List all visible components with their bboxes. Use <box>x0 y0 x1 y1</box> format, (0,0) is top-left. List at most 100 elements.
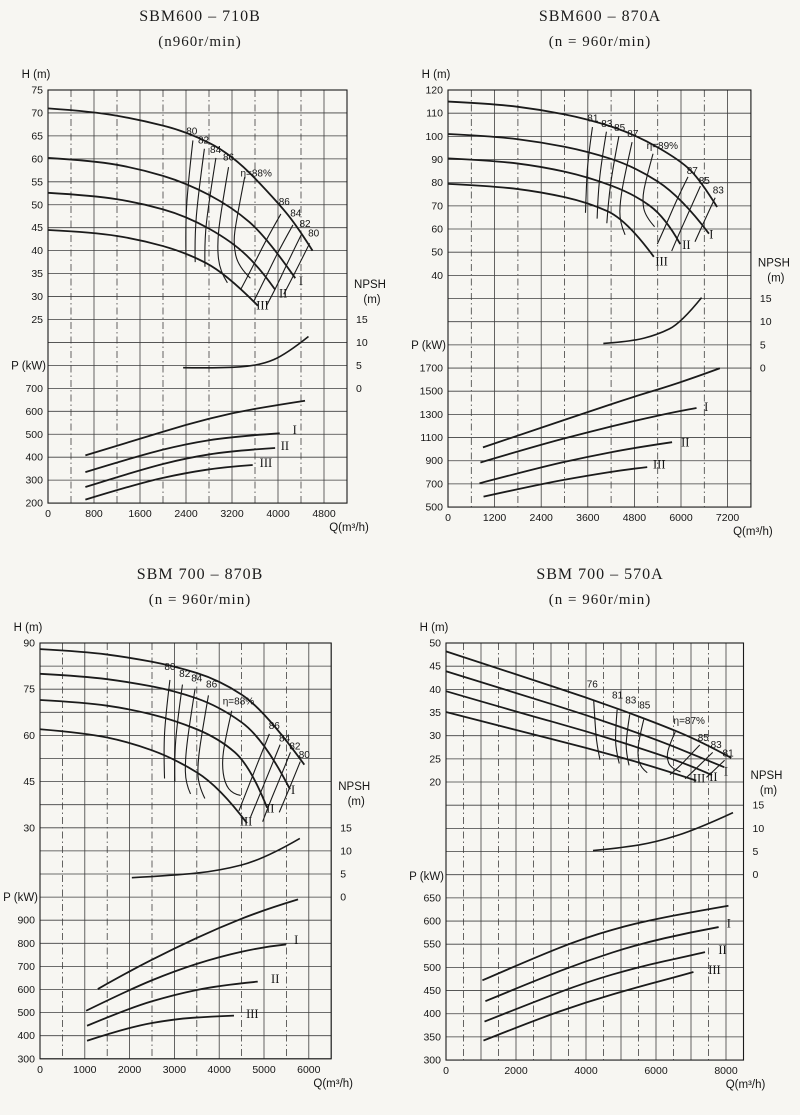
plot-border <box>39 642 332 1060</box>
svg-text:3000: 3000 <box>163 1064 187 1076</box>
svg-text:I: I <box>293 423 297 437</box>
svg-text:400: 400 <box>423 1008 441 1020</box>
svg-text:200: 200 <box>25 498 43 510</box>
svg-text:600: 600 <box>17 984 35 996</box>
svg-text:40: 40 <box>429 684 441 696</box>
svg-text:4800: 4800 <box>623 512 647 524</box>
svg-text:0: 0 <box>37 1064 43 1076</box>
axis-ticks: 0 2000 4000 6000 800050454035302520650600550… <box>423 638 764 1078</box>
svg-text:45: 45 <box>31 222 43 234</box>
svg-text:15: 15 <box>356 314 368 326</box>
power-curve-I <box>85 943 287 1012</box>
svg-text:70: 70 <box>431 200 443 212</box>
power-curve-II <box>484 951 706 1023</box>
svg-text:500: 500 <box>25 429 43 441</box>
svg-text:35: 35 <box>429 707 441 719</box>
svg-text:500: 500 <box>425 502 443 514</box>
npsh-curve <box>131 837 301 879</box>
svg-text:82: 82 <box>289 741 301 752</box>
svg-text:85: 85 <box>614 123 626 134</box>
svg-text:H (m): H (m) <box>14 622 43 634</box>
svg-text:60: 60 <box>31 153 43 165</box>
svg-text:35: 35 <box>31 268 43 280</box>
svg-text:2400: 2400 <box>174 508 198 520</box>
svg-text:84: 84 <box>279 734 291 745</box>
svg-text:η=88%: η=88% <box>223 697 255 708</box>
svg-text:III: III <box>256 298 269 312</box>
chart-sbm600-710b: SBM600 – 710B (n960r/min) 0 800 1600 2400 32… <box>0 0 400 557</box>
svg-text:82: 82 <box>299 219 311 230</box>
svg-text:5: 5 <box>356 360 362 372</box>
chart-title: SBM 700 – 570A <box>536 566 664 583</box>
svg-text:500: 500 <box>423 962 441 974</box>
grid <box>47 89 348 504</box>
svg-text:86: 86 <box>206 680 218 691</box>
svg-text:85: 85 <box>699 176 711 187</box>
svg-text:450: 450 <box>423 985 441 997</box>
power-curve-III <box>85 464 253 501</box>
head-curves <box>39 648 306 824</box>
npsh-curve <box>183 335 309 369</box>
svg-text:NPSH: NPSH <box>751 770 783 782</box>
svg-text:1000: 1000 <box>73 1064 97 1076</box>
svg-text:10: 10 <box>356 337 368 349</box>
plot-border <box>445 642 745 1061</box>
head-curves <box>47 107 314 307</box>
svg-text:II: II <box>718 943 726 957</box>
svg-text:3200: 3200 <box>220 508 244 520</box>
svg-text:84: 84 <box>210 145 222 156</box>
svg-text:P (kW): P (kW) <box>409 871 444 883</box>
svg-text:0: 0 <box>340 892 346 904</box>
svg-text:600: 600 <box>25 406 43 418</box>
chart-speed-note: (n = 960r/min) <box>548 592 652 608</box>
power-curve-II <box>86 980 258 1027</box>
svg-text:50: 50 <box>431 247 443 259</box>
svg-text:10: 10 <box>753 823 765 835</box>
svg-text:II: II <box>682 238 690 252</box>
svg-text:0: 0 <box>760 363 766 375</box>
performance-chart-canvas: 0 2000 4000 6000 800050454035302520650600550… <box>409 622 783 1091</box>
svg-text:2000: 2000 <box>118 1064 142 1076</box>
svg-text:65: 65 <box>31 130 43 142</box>
axis-titles: H (m) P (kW) NPSH (m) Q(m³/h) <box>411 69 790 538</box>
svg-text:700: 700 <box>17 961 35 973</box>
svg-text:100: 100 <box>425 131 443 143</box>
svg-text:6000: 6000 <box>669 512 693 524</box>
svg-text:H (m): H (m) <box>22 69 51 81</box>
svg-text:Q(m³/h): Q(m³/h) <box>726 1079 766 1091</box>
npsh-curve <box>603 297 703 345</box>
svg-text:110: 110 <box>426 108 443 120</box>
svg-text:86: 86 <box>279 197 291 208</box>
chart-speed-note: (n = 960r/min) <box>148 592 252 608</box>
svg-text:600: 600 <box>423 916 441 928</box>
svg-text:1300: 1300 <box>420 409 444 421</box>
chart-sbm600-870a: SBM600 – 870A (n = 960r/min) 0 1200 2400 36… <box>400 0 800 557</box>
grid <box>39 642 332 1060</box>
svg-text:83: 83 <box>601 119 613 130</box>
svg-text:4800: 4800 <box>312 508 336 520</box>
svg-text:Q(m³/h): Q(m³/h) <box>329 522 369 534</box>
svg-text:10: 10 <box>760 316 772 328</box>
svg-text:0: 0 <box>445 512 451 524</box>
svg-text:η=87%: η=87% <box>674 716 706 727</box>
svg-text:I: I <box>704 400 708 414</box>
svg-text:82: 82 <box>179 669 191 680</box>
svg-text:(m): (m) <box>767 273 784 285</box>
svg-text:III: III <box>246 1007 259 1021</box>
power-curves <box>482 904 729 1042</box>
head-curve-I <box>39 672 291 790</box>
plot-border <box>47 89 348 504</box>
svg-text:650: 650 <box>423 892 441 904</box>
svg-text:80: 80 <box>299 750 311 761</box>
power-curve-I <box>480 407 697 464</box>
svg-text:80: 80 <box>164 662 176 673</box>
head-curve-II <box>447 157 682 245</box>
chart-sbm700-570a: SBM 700 – 570A (n = 960r/min) 0 2000 4000 6… <box>400 558 800 1115</box>
svg-text:45: 45 <box>429 661 441 673</box>
svg-text:II: II <box>266 801 274 815</box>
svg-text:76: 76 <box>587 679 599 690</box>
chart-sbm700-870b: SBM 700 – 870B (n = 960r/min) 0 1000 2000 3… <box>0 558 400 1115</box>
